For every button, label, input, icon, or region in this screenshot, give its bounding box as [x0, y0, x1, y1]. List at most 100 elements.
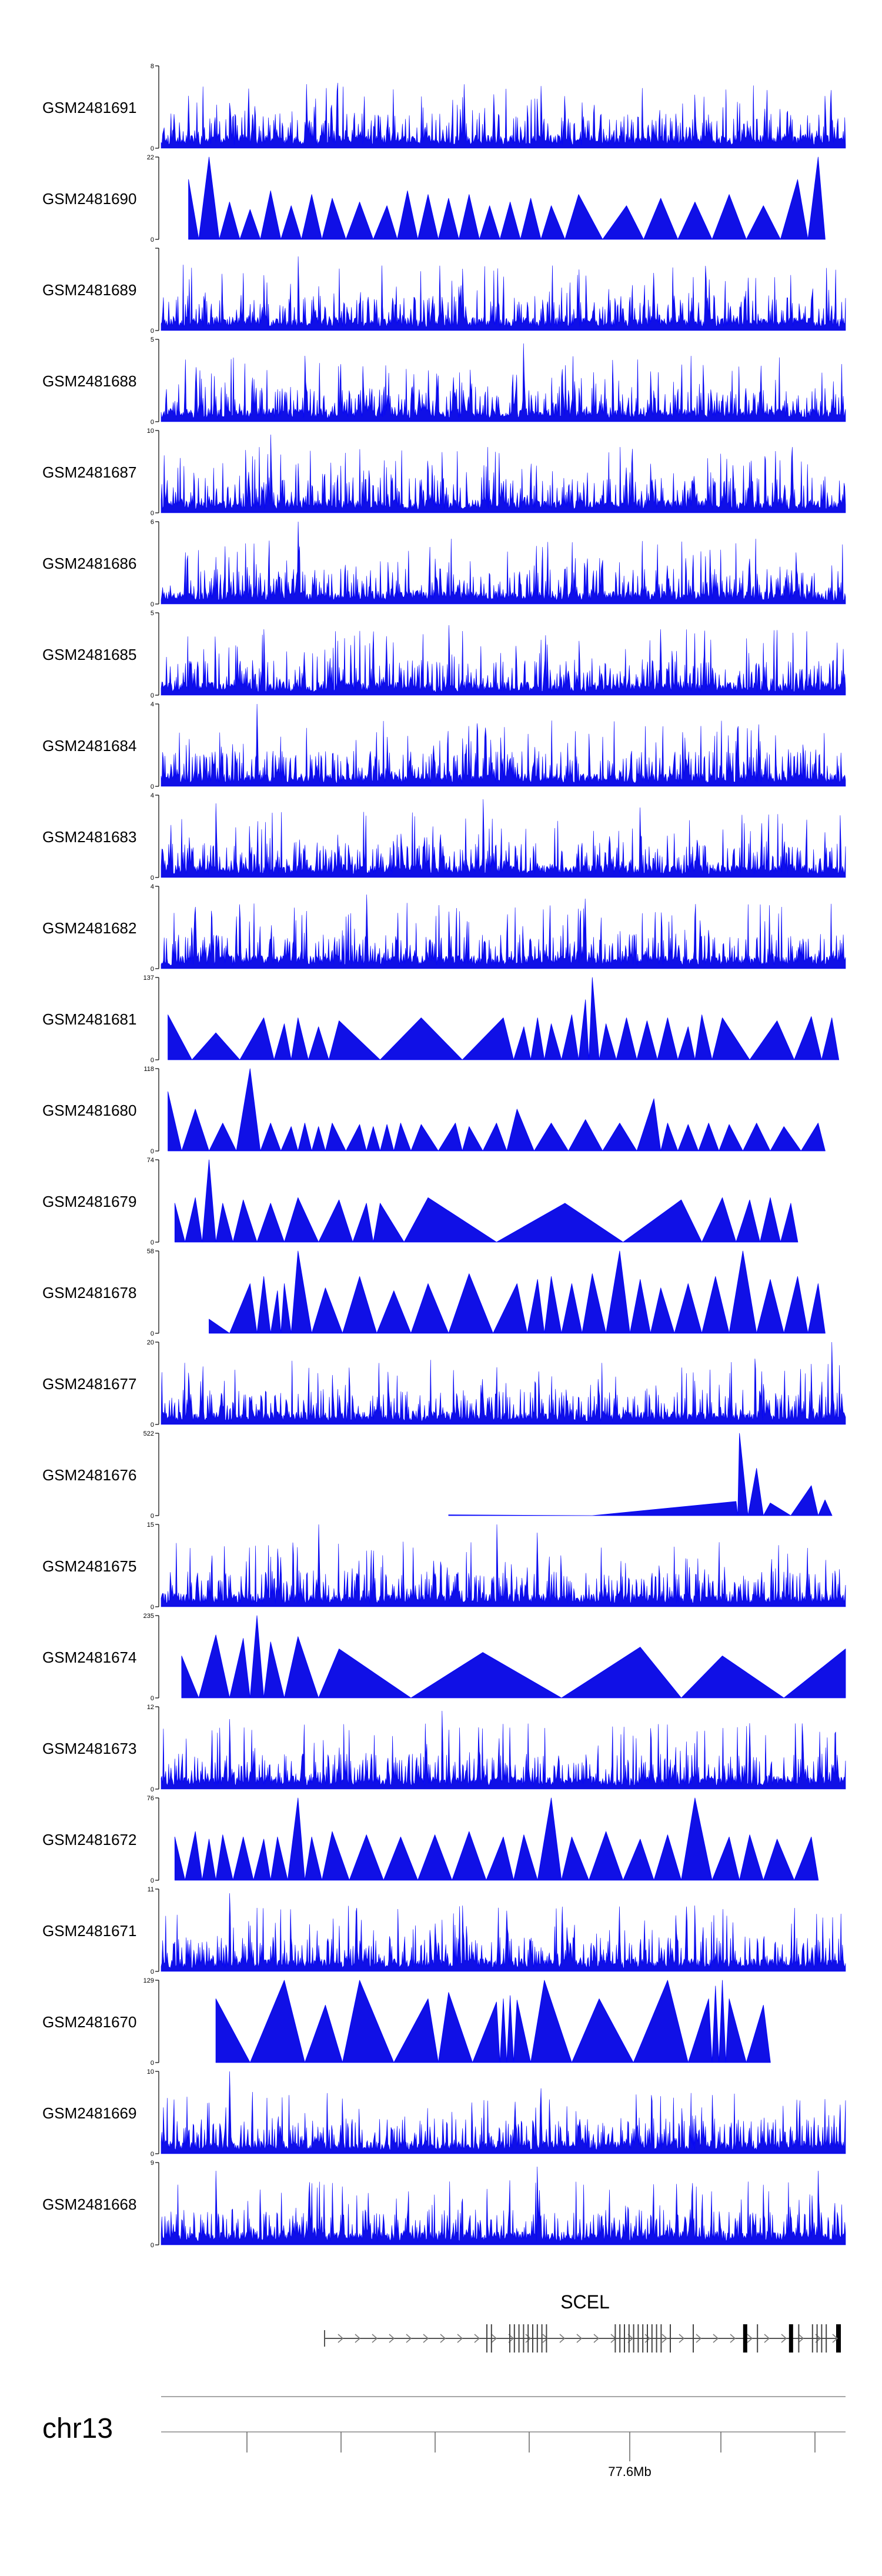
y-zero-label: 0: [151, 1786, 154, 1793]
track-GSM2481682: GSM2481682 4 0: [42, 883, 846, 973]
exon: [513, 2324, 515, 2353]
signal-area: [168, 1068, 826, 1152]
signal-area: [161, 2071, 846, 2154]
signal-area: [161, 1524, 846, 1607]
strand-arrow: [798, 2334, 804, 2343]
signal-area: [161, 703, 846, 787]
y-max-label: 129: [143, 1977, 154, 1984]
track-label: GSM2481673: [42, 1740, 136, 1757]
gene-exons: [486, 2324, 827, 2353]
exon: [637, 2324, 639, 2353]
signal-area: [161, 894, 846, 969]
track-GSM2481673: GSM2481673 12 0: [42, 1704, 846, 1793]
y-zero-label: 0: [151, 1513, 154, 1520]
strand-arrow: [679, 2334, 685, 2343]
y-max-label: 9: [151, 2160, 154, 2167]
strand-arrow: [764, 2334, 770, 2343]
track-label: GSM2481688: [42, 372, 136, 390]
strand-arrow: [474, 2334, 480, 2343]
track-GSM2481679: GSM2481679 74 0: [42, 1157, 799, 1246]
exon: [757, 2324, 759, 2353]
signal-area: [161, 625, 846, 696]
y-max-label: 4: [151, 883, 154, 890]
track-label: GSM2481682: [42, 919, 136, 937]
strand-arrow: [644, 2334, 651, 2343]
track-label: GSM2481669: [42, 2104, 136, 2122]
strand-arrow: [832, 2334, 838, 2343]
track-GSM2481688: GSM2481688 5 0: [42, 336, 846, 426]
strand-arrow: [423, 2334, 429, 2343]
track-label: GSM2481681: [42, 1010, 136, 1028]
track-label: GSM2481674: [42, 1649, 136, 1666]
track-label: GSM2481676: [42, 1466, 136, 1484]
axis-tick-label: 77.6Mb: [608, 2464, 651, 2479]
signal-area: [188, 156, 826, 240]
y-zero-label: 0: [151, 1057, 154, 1064]
y-max-label: 118: [143, 1066, 154, 1073]
y-max-label: 22: [147, 154, 154, 161]
y-max-label: 58: [147, 1248, 154, 1255]
track-label: GSM2481677: [42, 1375, 136, 1393]
exon: [536, 2324, 538, 2353]
track-label: GSM2481675: [42, 1557, 136, 1575]
exon: [624, 2324, 625, 2353]
strand-arrow: [559, 2334, 566, 2343]
track-GSM2481675: GSM2481675 15 0: [42, 1521, 846, 1611]
y-zero-label: 0: [151, 2242, 154, 2249]
track-label: GSM2481668: [42, 2195, 136, 2213]
strand-arrow: [747, 2334, 753, 2343]
exon: [660, 2324, 662, 2353]
strand-arrow: [525, 2334, 532, 2343]
strand-arrow: [372, 2334, 378, 2343]
track-label: GSM2481671: [42, 1922, 136, 1940]
track-GSM2481681: GSM2481681 137 0: [42, 975, 840, 1064]
exon: [486, 2324, 487, 2353]
exon: [811, 2324, 813, 2353]
exon: [614, 2324, 616, 2353]
y-max-label: 522: [143, 1430, 154, 1437]
y-max-label: 4: [151, 792, 154, 799]
y-max-label: 4: [151, 701, 154, 708]
track-label: GSM2481672: [42, 1831, 136, 1848]
track-GSM2481671: GSM2481671 11 0: [42, 1886, 846, 1976]
exon: [789, 2324, 793, 2353]
y-zero-label: 0: [151, 692, 154, 699]
strand-arrow: [355, 2334, 361, 2343]
strand-arrow: [440, 2334, 446, 2343]
strand-arrow: [593, 2334, 600, 2343]
y-zero-label: 0: [151, 783, 154, 790]
track-GSM2481678: GSM2481678 58 0: [42, 1248, 826, 1337]
chromosome-axis: chr13 77.6Mb: [42, 2396, 846, 2479]
track-GSM2481672: GSM2481672 76 0: [42, 1795, 819, 1884]
signal-area: [161, 1893, 846, 1972]
track-GSM2481687: GSM2481687 10 0: [42, 428, 846, 517]
strand-arrow: [542, 2334, 549, 2343]
signal-area: [161, 2166, 846, 2245]
signal-area: [161, 521, 846, 605]
exon: [619, 2324, 621, 2353]
strand-arrow: [457, 2334, 463, 2343]
chromosome-label: chr13: [42, 2413, 113, 2444]
exon: [523, 2324, 524, 2353]
exon: [642, 2324, 644, 2353]
exon: [743, 2324, 747, 2353]
exon: [670, 2324, 671, 2353]
track-GSM2481668: GSM2481668 9 0: [42, 2160, 846, 2249]
y-max-label: 5: [151, 336, 154, 343]
y-max-label: 12: [147, 1704, 154, 1711]
y-max-label: 20: [147, 1339, 154, 1346]
axis-ticks: [246, 2432, 816, 2461]
track-GSM2481684: GSM2481684 4 0: [42, 701, 846, 790]
y-max-label: 8: [151, 63, 154, 70]
y-zero-label: 0: [151, 236, 154, 243]
y-zero-label: 0: [151, 1148, 154, 1155]
y-zero-label: 0: [151, 875, 154, 882]
signal-area: [181, 1615, 846, 1699]
signal-area: [215, 1980, 771, 2063]
exon: [633, 2324, 634, 2353]
exon: [546, 2324, 547, 2353]
y-zero-label: 0: [151, 601, 154, 608]
gene-name-label: SCEL: [560, 2291, 610, 2313]
y-max-label: 10: [147, 428, 154, 435]
